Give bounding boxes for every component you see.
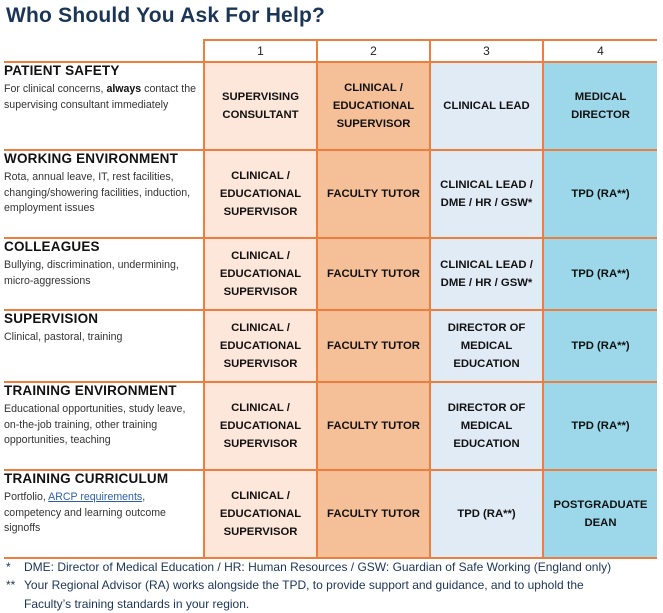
category-title: TRAINING ENVIRONMENT: [4, 383, 177, 398]
table-row-colleagues: COLLEAGUES Bullying, discrimination, und…: [4, 237, 657, 311]
contact-level-2: CLINICAL / EDUCATIONAL SUPERVISOR: [316, 61, 431, 151]
table-row-patient-safety: PATIENT SAFETY For clinical concerns, al…: [4, 61, 657, 151]
footnote-indent: [6, 595, 24, 613]
category-description: Educational opportunities, study leave, …: [4, 403, 186, 447]
category-description: Bullying, discrimination, undermining, m…: [4, 259, 179, 287]
category-title: COLLEAGUES: [4, 239, 100, 254]
help-escalation-table: 1 2 3 4 PATIENT SAFETY For clinical conc…: [4, 39, 657, 559]
footnote-mark: **: [6, 578, 16, 593]
arcp-requirements-link[interactable]: ARCP requirements: [48, 491, 143, 503]
footnote-single-asterisk: * DME: Director of Medical Education / H…: [6, 558, 661, 576]
description-text: Portfolio,: [4, 491, 49, 503]
category-cell: SUPERVISION Clinical, pastoral, training: [4, 309, 205, 383]
table-row-supervision: SUPERVISION Clinical, pastoral, training…: [4, 309, 657, 383]
column-header-row: 1 2 3 4: [4, 39, 657, 63]
description-text: contact the supervising consultant immed…: [4, 83, 196, 111]
contact-level-3: TPD (RA**): [429, 469, 544, 559]
category-cell: TRAINING CURRICULUM Portfolio, ARCP requ…: [4, 469, 205, 559]
contact-level-1: CLINICAL / EDUCATIONAL SUPERVISOR: [203, 149, 318, 239]
contact-level-1: CLINICAL / EDUCATIONAL SUPERVISOR: [203, 469, 318, 559]
contact-level-3: CLINICAL LEAD / DME / HR / GSW*: [429, 149, 544, 239]
contact-level-4: TPD (RA**): [542, 309, 657, 383]
contact-level-2: FACULTY TUTOR: [316, 381, 431, 471]
contact-level-2: FACULTY TUTOR: [316, 309, 431, 383]
contact-level-4: TPD (RA**): [542, 381, 657, 471]
contact-level-4: TPD (RA**): [542, 237, 657, 311]
contact-level-2: FACULTY TUTOR: [316, 149, 431, 239]
category-title: TRAINING CURRICULUM: [4, 471, 169, 486]
footnote-double-asterisk: ** Your Regional Advisor (RA) works alon…: [6, 576, 661, 594]
category-cell: TRAINING ENVIRONMENT Educational opportu…: [4, 381, 205, 471]
contact-level-4: MEDICAL DIRECTOR: [542, 61, 657, 151]
footnote-double-asterisk-continued: Faculty’s training standards in your reg…: [6, 595, 661, 613]
description-text: For clinical concerns,: [4, 83, 107, 95]
column-header-1: 1: [203, 39, 318, 63]
contact-level-4: POSTGRADUATE DEAN: [542, 469, 657, 559]
table-row-working-environment: WORKING ENVIRONMENT Rota, annual leave, …: [4, 149, 657, 239]
category-cell: WORKING ENVIRONMENT Rota, annual leave, …: [4, 149, 205, 239]
contact-level-1: CLINICAL / EDUCATIONAL SUPERVISOR: [203, 309, 318, 383]
contact-level-3: CLINICAL LEAD: [429, 61, 544, 151]
contact-level-1: CLINICAL / EDUCATIONAL SUPERVISOR: [203, 381, 318, 471]
contact-level-3: DIRECTOR OF MEDICAL EDUCATION: [429, 381, 544, 471]
contact-level-3: CLINICAL LEAD / DME / HR / GSW*: [429, 237, 544, 311]
category-description: Rota, annual leave, IT, rest facilities,…: [4, 171, 191, 215]
contact-level-1: SUPERVISING CONSULTANT: [203, 61, 318, 151]
category-cell: COLLEAGUES Bullying, discrimination, und…: [4, 237, 205, 311]
page-title: Who Should You Ask For Help?: [6, 4, 326, 27]
column-header-3: 3: [429, 39, 544, 63]
column-header-4: 4: [542, 39, 657, 63]
category-title: SUPERVISION: [4, 311, 99, 326]
contact-level-4: TPD (RA**): [542, 149, 657, 239]
header-corner: [4, 40, 205, 63]
footnote-text: DME: Director of Medical Education / HR:…: [24, 560, 612, 574]
description-emphasis: always: [106, 83, 142, 95]
category-cell: PATIENT SAFETY For clinical concerns, al…: [4, 61, 205, 151]
contact-level-3: DIRECTOR OF MEDICAL EDUCATION: [429, 309, 544, 383]
footnote-mark: *: [6, 560, 11, 574]
table-row-training-curriculum: TRAINING CURRICULUM Portfolio, ARCP requ…: [4, 469, 657, 559]
table-row-training-environment: TRAINING ENVIRONMENT Educational opportu…: [4, 381, 657, 471]
contact-level-2: FACULTY TUTOR: [316, 237, 431, 311]
column-header-2: 2: [316, 39, 431, 63]
category-description: Clinical, pastoral, training: [4, 331, 123, 343]
footnotes: * DME: Director of Medical Education / H…: [6, 558, 661, 613]
contact-level-1: CLINICAL / EDUCATIONAL SUPERVISOR: [203, 237, 318, 311]
contact-level-2: FACULTY TUTOR: [316, 469, 431, 559]
category-title: PATIENT SAFETY: [4, 63, 120, 78]
footnote-text: Faculty’s training standards in your reg…: [24, 596, 250, 611]
footnote-text: Your Regional Advisor (RA) works alongsi…: [24, 578, 584, 593]
description-text: , competency and learning outcome signof…: [4, 491, 166, 535]
category-description: For clinical concerns, always contact th…: [4, 82, 203, 113]
category-description: Portfolio, ARCP requirements, competency…: [4, 490, 203, 537]
category-title: WORKING ENVIRONMENT: [4, 151, 179, 166]
